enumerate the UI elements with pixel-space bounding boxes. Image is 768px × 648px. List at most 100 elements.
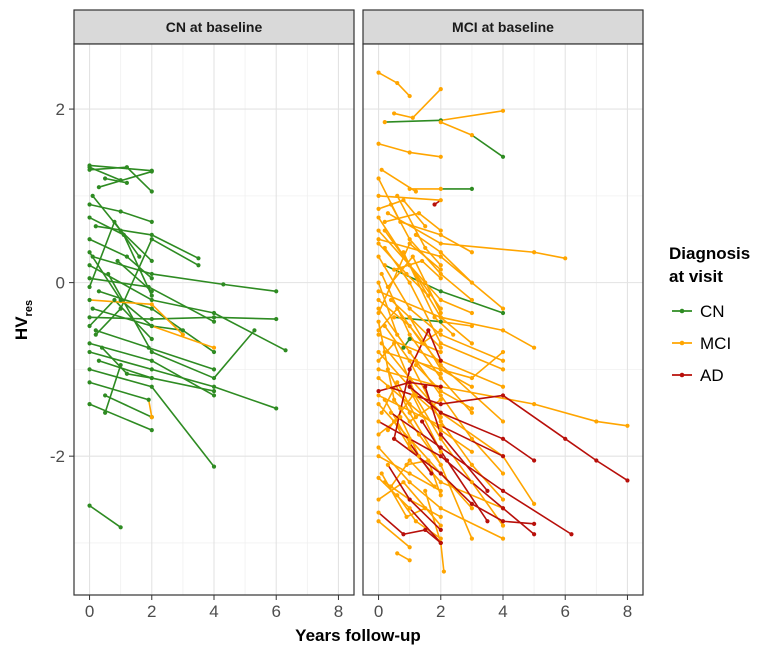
data-point-mci	[469, 536, 474, 541]
data-point-cn	[118, 525, 123, 530]
trajectory-segment-cn	[94, 329, 150, 349]
data-point-mci	[376, 297, 381, 303]
data-point-cn	[87, 380, 92, 385]
data-point-mci	[438, 87, 443, 92]
data-point-mci	[438, 480, 443, 485]
trajectory-segment-cn	[88, 221, 116, 288]
data-point-mci	[438, 362, 443, 368]
trajectory-segment-mci	[393, 112, 414, 119]
data-point-mci	[392, 267, 397, 272]
trajectory-segment-mci	[439, 333, 504, 362]
trajectory-segment-mci	[377, 142, 411, 154]
data-point-ad	[532, 458, 537, 463]
data-point-mci	[438, 423, 443, 428]
trajectory-segment-cn	[150, 351, 215, 379]
trajectory-segment-ad	[421, 420, 448, 462]
data-point-ad	[500, 488, 506, 493]
y-axis-title-main: HV	[12, 316, 31, 340]
data-point-cn	[118, 178, 123, 183]
data-point-mci	[407, 445, 412, 450]
data-point-mci	[404, 514, 409, 520]
data-point-mci	[395, 193, 400, 198]
trajectory-segment-mci	[439, 299, 473, 314]
data-point-mci	[392, 397, 397, 402]
trajectory-segment-ad	[439, 424, 504, 457]
data-point-mci	[388, 484, 394, 489]
trajectory-segment-cn	[150, 238, 200, 267]
trajectory-segment-mci	[424, 247, 442, 267]
data-point-mci	[376, 497, 381, 502]
trajectory-segment-mci	[408, 411, 442, 466]
trajectory-segment-mci	[408, 264, 442, 319]
trajectory-segment-mci	[396, 333, 417, 362]
trajectory-segment-cn	[113, 221, 141, 258]
trajectory-segment-mci	[377, 71, 399, 84]
data-point-cn	[118, 209, 123, 214]
trajectory-segment-mci	[150, 325, 215, 349]
data-point-mci	[438, 232, 443, 237]
data-point-mci	[379, 271, 384, 277]
data-point-mci	[413, 232, 418, 237]
data-point-mci	[438, 462, 443, 467]
data-point-mci	[410, 115, 415, 120]
trajectory-segment-cn	[101, 346, 128, 375]
data-point-mci	[376, 349, 381, 355]
trajectory-segment-mci	[383, 325, 411, 362]
data-point-cn	[252, 328, 257, 333]
data-point-mci	[438, 186, 443, 192]
data-point-mci	[382, 349, 387, 355]
data-point-mci	[469, 341, 474, 346]
data-point-mci	[407, 471, 412, 476]
data-point-mci	[382, 263, 387, 268]
trajectory-segment-mci	[408, 316, 442, 371]
data-point-mci	[469, 133, 474, 138]
data-point-mci	[423, 488, 428, 493]
data-point-cn	[401, 345, 406, 350]
trajectory-segment-cn	[213, 385, 278, 410]
data-point-ad	[500, 454, 506, 459]
data-point-mci	[413, 519, 418, 524]
data-point-cn	[118, 297, 123, 303]
data-point-mci	[469, 410, 474, 415]
trajectory-segment-ad	[424, 385, 442, 436]
trajectory-segment-ad	[427, 329, 442, 362]
data-point-mci	[376, 419, 381, 424]
data-point-cn	[149, 428, 154, 433]
strip-background-cn	[73, 9, 355, 45]
data-point-mci	[500, 471, 506, 476]
data-point-mci	[392, 341, 397, 346]
trajectory-segment-cn	[147, 346, 215, 371]
data-point-mci	[438, 349, 443, 355]
data-point-mci	[398, 406, 403, 411]
data-point-mci	[438, 119, 443, 125]
y-axis: -2 0 2	[50, 100, 74, 466]
data-point-cn	[87, 237, 92, 242]
trajectory-segment-mci	[439, 316, 473, 345]
x-axis-mci: 0 2 4 6 8	[374, 595, 632, 621]
data-point-mci	[401, 250, 406, 255]
legend-item-mci: MCI	[672, 334, 731, 353]
data-point-mci	[532, 501, 537, 506]
data-point-mci	[398, 219, 403, 224]
data-point-mci	[469, 323, 474, 329]
data-point-cn	[149, 219, 154, 224]
data-point-mci	[416, 432, 422, 437]
data-point-mci	[149, 302, 154, 307]
x-tick-label: 8	[334, 602, 343, 621]
data-point-mci	[423, 245, 428, 251]
data-point-cn	[211, 384, 217, 389]
data-point-mci	[469, 406, 474, 411]
data-point-cn	[149, 289, 154, 294]
data-point-mci	[376, 280, 381, 285]
trajectory-segment-mci	[377, 455, 411, 475]
data-point-mci	[398, 415, 403, 420]
data-point-cn	[196, 256, 201, 261]
x-axis-cn: 0 2 4 6 8	[85, 595, 343, 621]
trajectory-segment-mci	[377, 416, 402, 436]
legend-key-point	[679, 372, 685, 378]
data-point-cn	[124, 371, 129, 376]
data-point-mci	[438, 254, 443, 259]
y-axis-title-subscript: res	[23, 300, 35, 317]
data-point-ad	[500, 436, 506, 441]
data-point-cn	[96, 289, 101, 294]
